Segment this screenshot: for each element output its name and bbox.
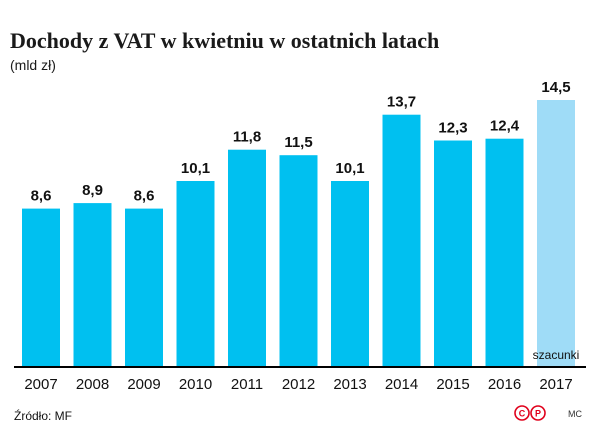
bar-value-label-2017: 14,5 bbox=[541, 79, 570, 96]
bar-value-label-2011: 11,8 bbox=[233, 129, 261, 146]
x-tick-label-2012: 2012 bbox=[282, 376, 315, 393]
source-note: Źródło: MF bbox=[14, 408, 72, 423]
estimate-note: szacunki bbox=[533, 348, 580, 362]
x-tick-label-2008: 2008 bbox=[76, 376, 109, 393]
x-tick-label-2015: 2015 bbox=[436, 376, 469, 393]
bar-value-label-2008: 8,9 bbox=[82, 182, 103, 199]
x-tick-label-2013: 2013 bbox=[333, 376, 366, 393]
bar-2017 bbox=[537, 100, 575, 367]
bar-2007 bbox=[22, 208, 60, 367]
bar-2015 bbox=[434, 140, 472, 367]
logo-circle-p bbox=[530, 405, 546, 421]
bars-layer bbox=[22, 100, 575, 367]
bar-value-label-2015: 12,3 bbox=[438, 120, 467, 137]
x-tick-label-2011: 2011 bbox=[231, 376, 263, 393]
bar-2009 bbox=[125, 208, 163, 367]
x-tick-label-2009: 2009 bbox=[127, 376, 160, 393]
bar-2011 bbox=[228, 149, 266, 367]
chart-subtitle: (mld zł) bbox=[10, 57, 56, 73]
logo-circle-c bbox=[514, 405, 530, 421]
bar-2016 bbox=[485, 138, 524, 367]
bar-value-label-2009: 8,6 bbox=[134, 188, 155, 205]
bar-value-label-2007: 8,6 bbox=[31, 188, 52, 205]
bar-value-label-2012: 11,5 bbox=[284, 134, 312, 151]
bar-value-label-2013: 10,1 bbox=[335, 160, 364, 177]
bar-value-label-2010: 10,1 bbox=[181, 160, 210, 177]
x-tick-label-2017: 2017 bbox=[539, 376, 572, 393]
bar-2012 bbox=[279, 155, 318, 367]
bar-2014 bbox=[382, 114, 421, 367]
x-tick-label-2016: 2016 bbox=[488, 376, 521, 393]
logo-letter-p: P bbox=[535, 409, 541, 419]
chart-title: Dochody z VAT w kwietniu w ostatnich lat… bbox=[10, 28, 439, 53]
tick-labels-layer: 2007 2008 2009 2010 2011 2012 2013 2014 2015 2016… bbox=[24, 376, 572, 393]
bar-value-label-2014: 13,7 bbox=[387, 94, 416, 111]
publisher-logo: C P bbox=[514, 405, 546, 421]
author-credit: MC bbox=[568, 409, 582, 419]
x-tick-label-2007: 2007 bbox=[24, 376, 57, 393]
x-tick-label-2010: 2010 bbox=[179, 376, 212, 393]
bar-2008 bbox=[73, 203, 112, 367]
logo-letter-c: C bbox=[519, 409, 526, 419]
x-tick-label-2014: 2014 bbox=[385, 376, 418, 393]
bar-2013 bbox=[331, 181, 369, 367]
bar-2010 bbox=[176, 181, 215, 367]
value-labels-layer: 8,6 8,9 8,6 10,1 11,8 11,5 10,1 13,7 12,3 12,4 14,… bbox=[31, 79, 571, 205]
bar-value-label-2016: 12,4 bbox=[490, 118, 520, 135]
